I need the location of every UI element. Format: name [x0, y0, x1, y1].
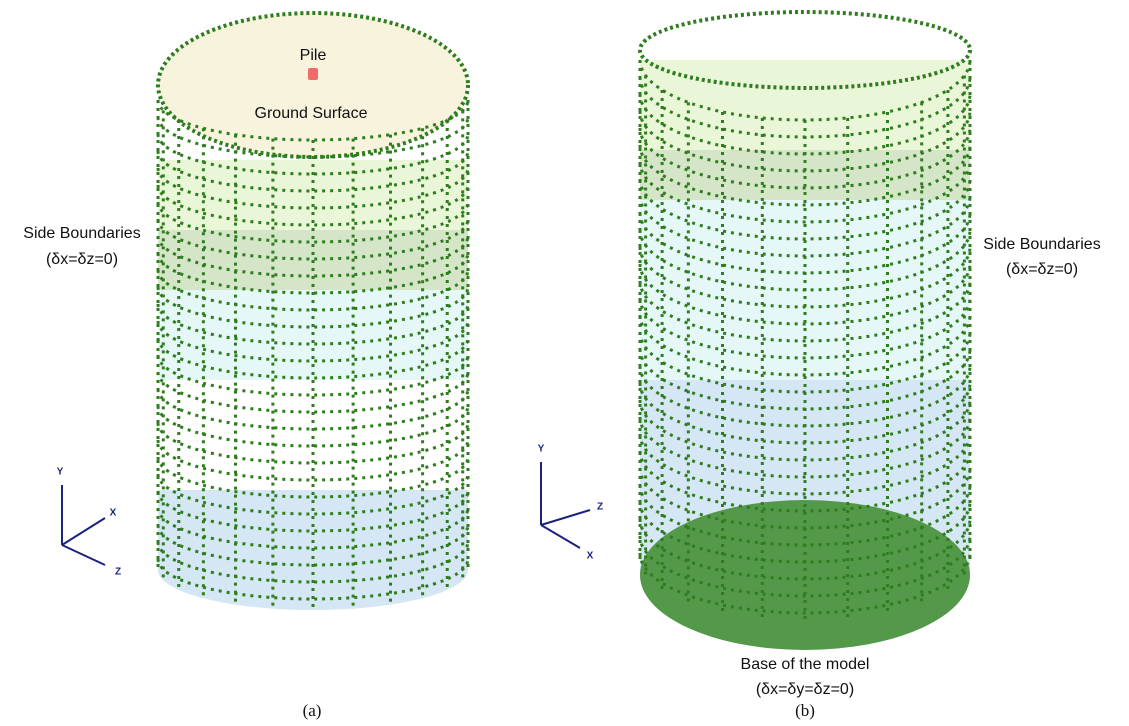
pile	[308, 68, 318, 80]
model-b	[630, 12, 980, 660]
model-a	[150, 13, 480, 610]
caption: (a)	[303, 701, 322, 720]
surface-label: Ground Surface	[255, 105, 368, 122]
side-label: Side Boundaries	[23, 225, 140, 242]
pile-label: Pile	[300, 47, 327, 64]
axis-label: Y	[538, 444, 545, 455]
axis-label: X	[110, 508, 117, 519]
side-condition: (δx=δz=0)	[1006, 261, 1078, 278]
side-condition: (δx=δz=0)	[46, 251, 118, 268]
axis-icon-a	[62, 485, 105, 565]
axis-icon-b	[541, 462, 590, 548]
figure: Y X Z Y Z X Pile Ground Surface Side Bou…	[0, 0, 1129, 726]
axis-label: Z	[597, 502, 603, 513]
base-condition: (δx=δy=δz=0)	[756, 681, 854, 698]
caption: (b)	[795, 701, 815, 720]
axis-label: X	[587, 551, 594, 562]
axis-label: Y	[57, 467, 64, 478]
base-label: Base of the model	[741, 656, 870, 673]
axis-label: Z	[115, 567, 121, 578]
side-label: Side Boundaries	[983, 236, 1100, 253]
